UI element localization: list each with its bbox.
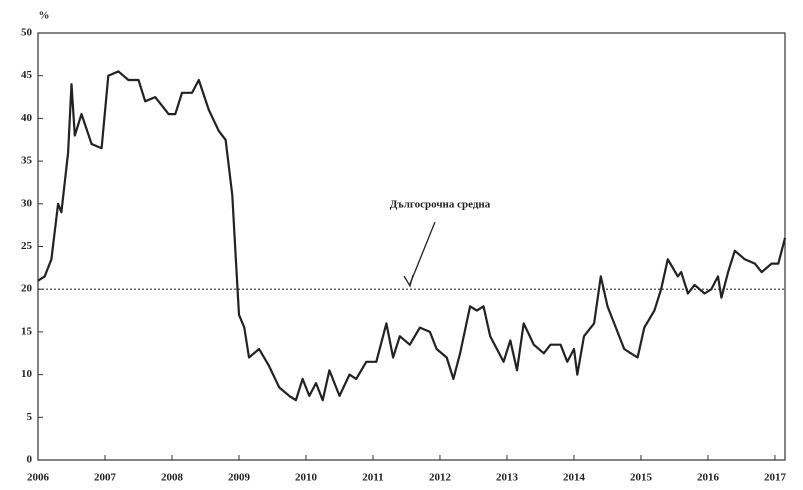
x-tick-label: 2011 [362,472,383,484]
y-axis-label: % [39,10,50,22]
x-tick-label: 2016 [697,472,720,484]
annotation-arrow [409,221,436,285]
y-tick-label: 25 [21,240,33,252]
x-tick-label: 2010 [295,472,318,484]
x-tick-label: 2009 [228,472,251,484]
y-tick-label: 30 [21,197,33,209]
x-tick-label: 2008 [161,472,184,484]
y-tick-label: 45 [21,69,33,81]
arrow-head [403,274,414,288]
y-tick-label: 0 [27,454,33,466]
y-tick-label: 50 [21,27,33,39]
y-tick-label: 20 [21,283,33,295]
plot-frame [37,32,786,461]
x-tick-label: 2012 [429,472,452,484]
y-tick-label: 35 [21,155,33,167]
x-tick-label: 2013 [496,472,519,484]
data-line [37,70,787,402]
x-tick-label: 2007 [94,472,117,484]
y-tick-label: 5 [27,411,33,423]
y-tick-label: 10 [21,368,33,380]
x-tick-label: 2014 [563,472,586,484]
x-tick-label: 2015 [630,472,653,484]
x-tick-label: 2006 [27,472,50,484]
y-tick-label: 40 [21,112,33,124]
annotation: Дългосрочна средна [390,199,491,211]
x-tick-label: 2017 [764,472,787,484]
y-tick-label: 15 [21,325,33,337]
